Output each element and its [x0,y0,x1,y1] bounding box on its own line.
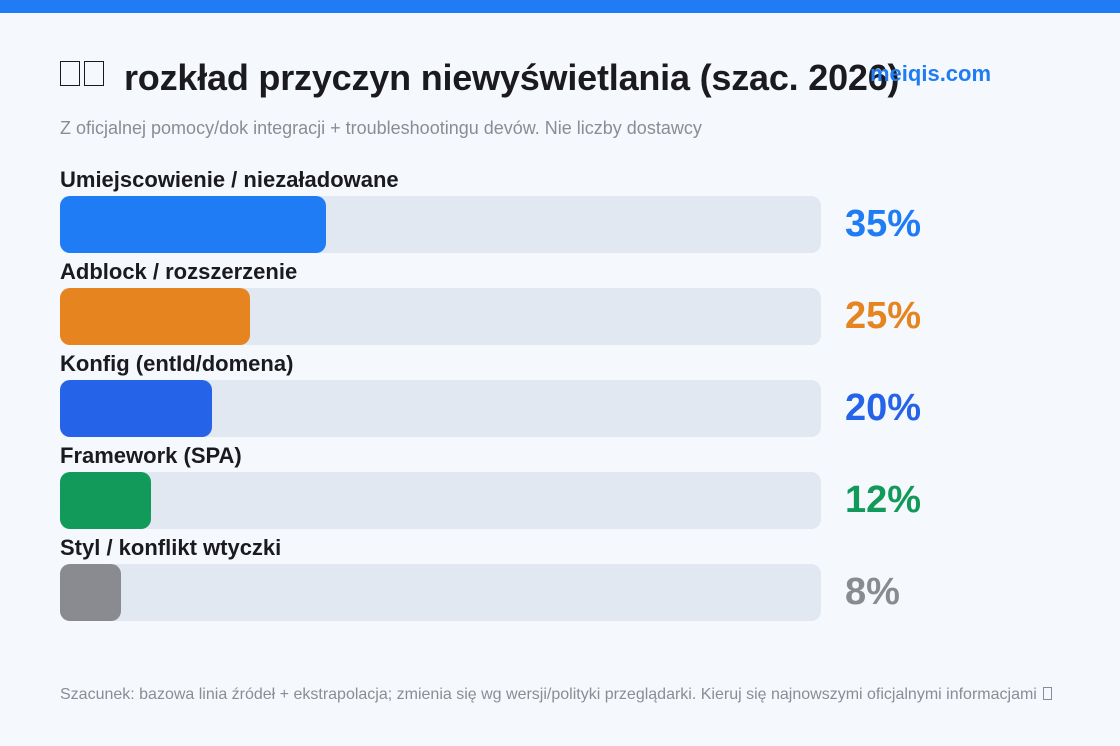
bar-label: Umiejscowienie / niezaładowane [60,167,399,192]
bar [60,380,212,437]
bar-label: Adblock / rozszerzenie [60,259,298,284]
bar-track [60,288,821,345]
bar [60,564,121,621]
bar-track [60,380,821,437]
page-title: rozkład przyczyn niewyświetlania (szac. … [124,57,900,98]
footnote: Szacunek: bazowa linia źródeł + ekstrapo… [60,684,1052,706]
footnote-emoji-icon [1042,687,1052,700]
bar-value-label: 8% [845,571,900,613]
page-subtitle: Z oficjalnej pomocy/dok integracji + tro… [60,118,702,138]
title-emoji-icon [60,61,104,86]
title-row: rozkład przyczyn niewyświetlania (szac. … [60,56,1060,100]
bar [60,196,326,253]
bar-label: Framework (SPA) [60,443,242,468]
watermark: meiqis.com [870,61,992,86]
bar-value-label: 25% [845,295,922,337]
bar-track [60,472,821,529]
top-accent-bar [0,0,1120,13]
bar [60,472,151,529]
bar-track [60,564,821,621]
bar [60,288,250,345]
bar-value-label: 35% [845,203,922,245]
bar-track [60,196,821,253]
bar-value-label: 12% [845,479,922,521]
bar-value-label: 20% [845,387,922,429]
bar-label: Konfig (entId/domena) [60,351,294,376]
bar-label: Styl / konflikt wtyczki [60,535,282,560]
footnote-text: Szacunek: bazowa linia źródeł + ekstrapo… [60,686,1037,703]
